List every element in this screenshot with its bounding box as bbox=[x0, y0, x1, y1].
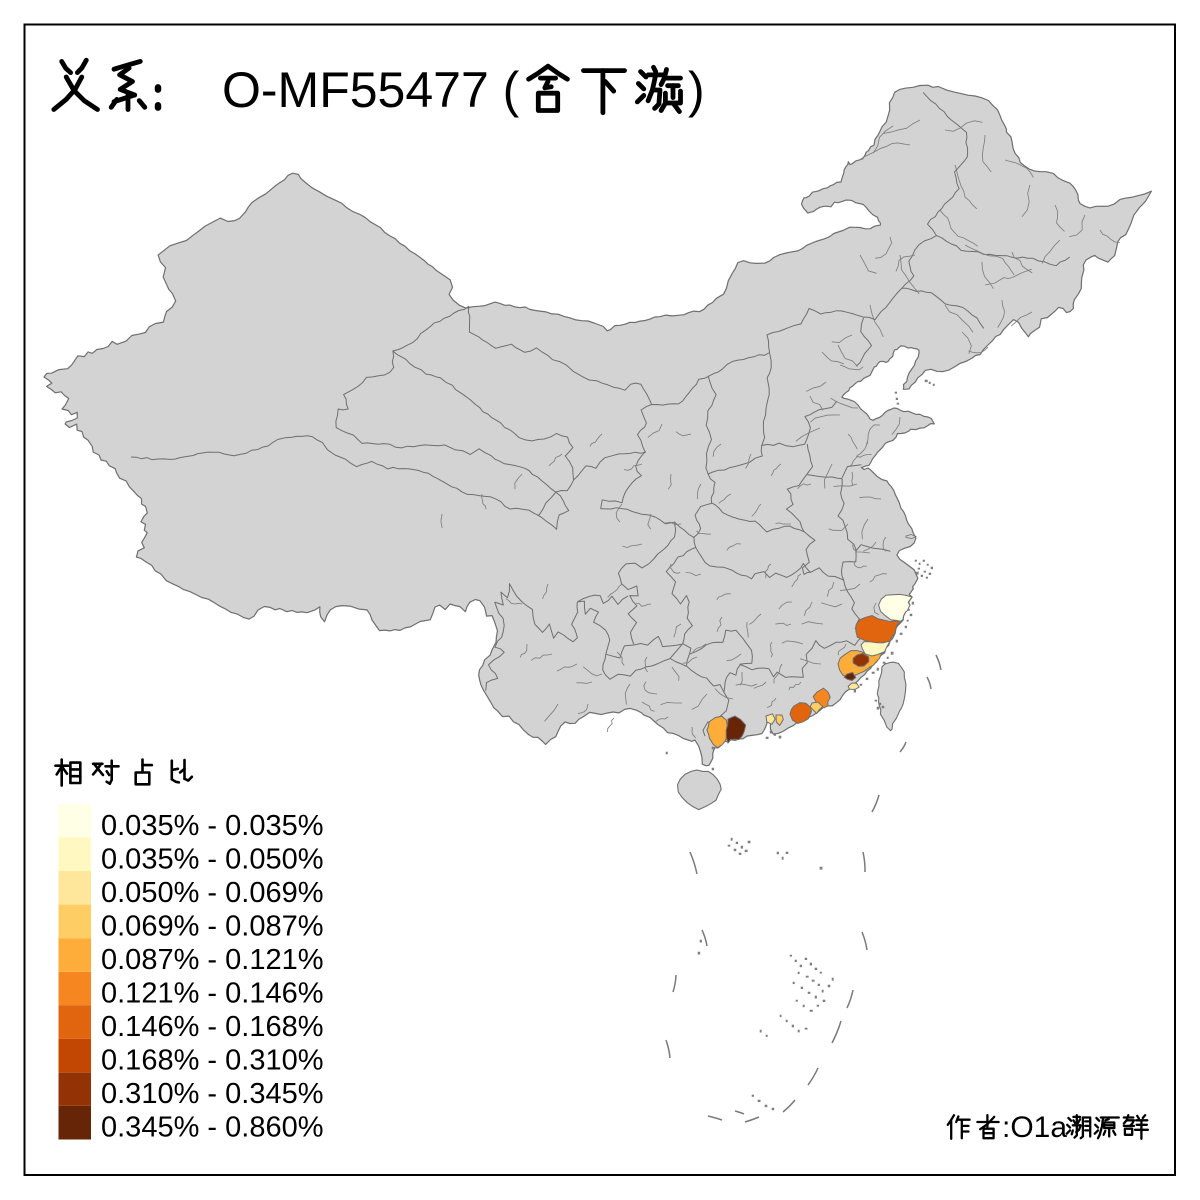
svg-text:0.035% - 0.035%: 0.035% - 0.035% bbox=[101, 810, 323, 842]
svg-text::O1a: :O1a bbox=[1002, 1111, 1067, 1144]
svg-text:O-MF55477 (: O-MF55477 ( bbox=[222, 62, 520, 118]
svg-text:0.121% - 0.146%: 0.121% - 0.146% bbox=[101, 978, 323, 1010]
svg-text:0.146% - 0.168%: 0.146% - 0.168% bbox=[101, 1011, 323, 1043]
svg-text:0.035% - 0.050%: 0.035% - 0.050% bbox=[101, 843, 323, 875]
svg-text:0.069% - 0.087%: 0.069% - 0.087% bbox=[101, 910, 323, 942]
svg-text:0.345% - 0.860%: 0.345% - 0.860% bbox=[101, 1112, 323, 1144]
svg-text:): ) bbox=[688, 62, 705, 118]
svg-text:0.050% - 0.069%: 0.050% - 0.069% bbox=[101, 877, 323, 909]
svg-text:0.087% - 0.121%: 0.087% - 0.121% bbox=[101, 944, 323, 976]
svg-text:0.168% - 0.310%: 0.168% - 0.310% bbox=[101, 1045, 323, 1077]
svg-text:0.310% - 0.345%: 0.310% - 0.345% bbox=[101, 1078, 323, 1110]
